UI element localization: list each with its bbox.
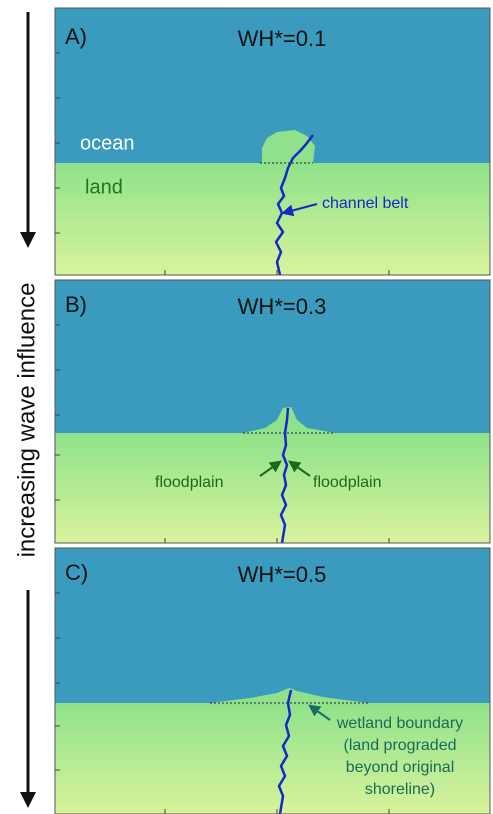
panel-b: B) WH*=0.3 floodplain floodplain xyxy=(55,280,490,543)
panel-label: C) xyxy=(65,560,88,585)
channel-belt-label: channel belt xyxy=(322,195,409,212)
floodplain-label: floodplain xyxy=(313,474,382,491)
panel-title: WH*=0.5 xyxy=(238,562,327,587)
land-label: land xyxy=(85,176,123,198)
side-label: increasing wave influence xyxy=(13,283,40,558)
panel-title: WH*=0.1 xyxy=(238,26,327,51)
wetland-note: (land prograded xyxy=(344,737,457,754)
panel-c: C) WH*=0.5 wetland boundary (land progra… xyxy=(55,548,490,814)
panel-label: A) xyxy=(65,24,87,49)
panel-label: B) xyxy=(65,292,87,317)
wetland-label: wetland boundary xyxy=(336,715,463,732)
wetland-note: beyond original xyxy=(346,759,455,776)
panel-title: WH*=0.3 xyxy=(238,294,327,319)
ocean-label: ocean xyxy=(80,132,135,154)
figure: increasing wave influence A) WH*=0.1 oce… xyxy=(0,0,493,814)
floodplain-label: floodplain xyxy=(155,474,224,491)
wetland-note: shoreline) xyxy=(365,781,435,798)
panel-a: A) WH*=0.1 ocean land channel belt xyxy=(55,8,490,275)
